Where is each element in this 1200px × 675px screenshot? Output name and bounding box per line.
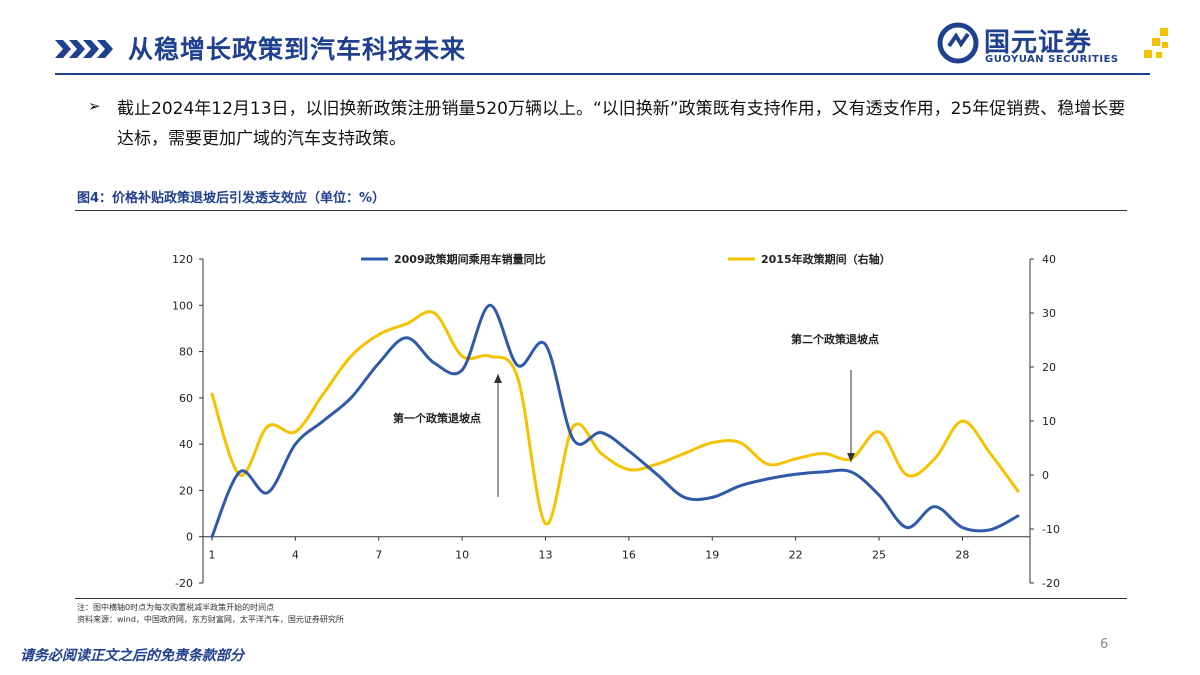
x-tick-label: 10 [455,549,469,562]
annotation-arrowhead [847,453,855,462]
y2-tick-label: -20 [1042,577,1060,590]
x-tick-label: 19 [705,549,719,562]
intro-paragraph: 截止2024年12月13日，以旧换新政策注册销量520万辆以上。“以旧换新”政策… [117,99,1126,149]
x-tick-label: 7 [375,549,382,562]
y2-tick-label: 10 [1042,415,1056,428]
header-divider [55,73,1150,75]
legend-label: 2015年政策期间（右轴） [761,252,891,266]
title-arrows-icon [55,40,113,58]
figure-top-rule [75,210,1127,211]
series-2015-line [210,310,1020,526]
page-number: 6 [1100,637,1109,652]
y2-tick-label: 40 [1042,253,1056,266]
bullet-arrow-icon: ➢ [88,97,101,115]
x-tick-label: 16 [622,549,636,562]
x-tick-label: 28 [955,549,969,562]
figure-source: 资料来源：wind，中国政府网，东方财富网，太平洋汽车，国元证券研究所 [77,615,344,624]
footer-disclaimer: 请务必阅读正文之后的免责条款部分 [20,648,244,664]
figure-title: 图4：价格补贴政策退坡后引发透支效应（单位：%） [77,191,386,206]
y2-tick-label: 30 [1042,307,1056,320]
x-tick-label: 4 [292,549,299,562]
x-tick-label: 13 [539,549,553,562]
logo-name-cn: 国元证券 [984,28,1093,58]
figure-bottom-rule [75,598,1127,599]
y-tick-label: 40 [179,438,193,451]
y-tick-label: 100 [172,299,193,312]
annotation-arrowhead [494,374,502,383]
figure-notes: 注：图中横轴0时点为每次购置税减半政策开始的时间点 资料来源：wind，中国政府… [77,602,344,626]
logo-name-en: GUOYUAN SECURITIES [985,54,1119,65]
annotation-label: 第一个政策退坡点 [393,411,481,425]
x-tick-label: 22 [789,549,803,562]
y-tick-label: 20 [179,484,193,497]
page-title: 从稳增长政策到汽车科技未来 [128,35,467,64]
y-tick-label: 120 [172,253,193,266]
y2-tick-label: 20 [1042,361,1056,374]
y2-tick-label: -10 [1042,523,1060,536]
figure-note: 注：图中横轴0时点为每次购置税减半政策开始的时间点 [77,603,275,612]
company-logo: 国元证券 GUOYUAN SECURITIES [932,20,1172,76]
y2-tick-label: 0 [1042,469,1049,482]
y-tick-label: 0 [186,531,193,544]
logo-mark-icon [937,22,979,64]
series-2009-line [210,303,1020,539]
y-tick-label: 80 [179,346,193,359]
legend-label: 2009政策期间乘用车销量同比 [394,252,546,266]
x-tick-label: 1 [209,549,216,562]
annotation-label: 第二个政策退坡点 [791,332,879,346]
y-tick-label: 60 [179,392,193,405]
y-tick-label: -20 [175,577,193,590]
x-tick-label: 25 [872,549,886,562]
logo-squares-icon [1144,28,1168,58]
